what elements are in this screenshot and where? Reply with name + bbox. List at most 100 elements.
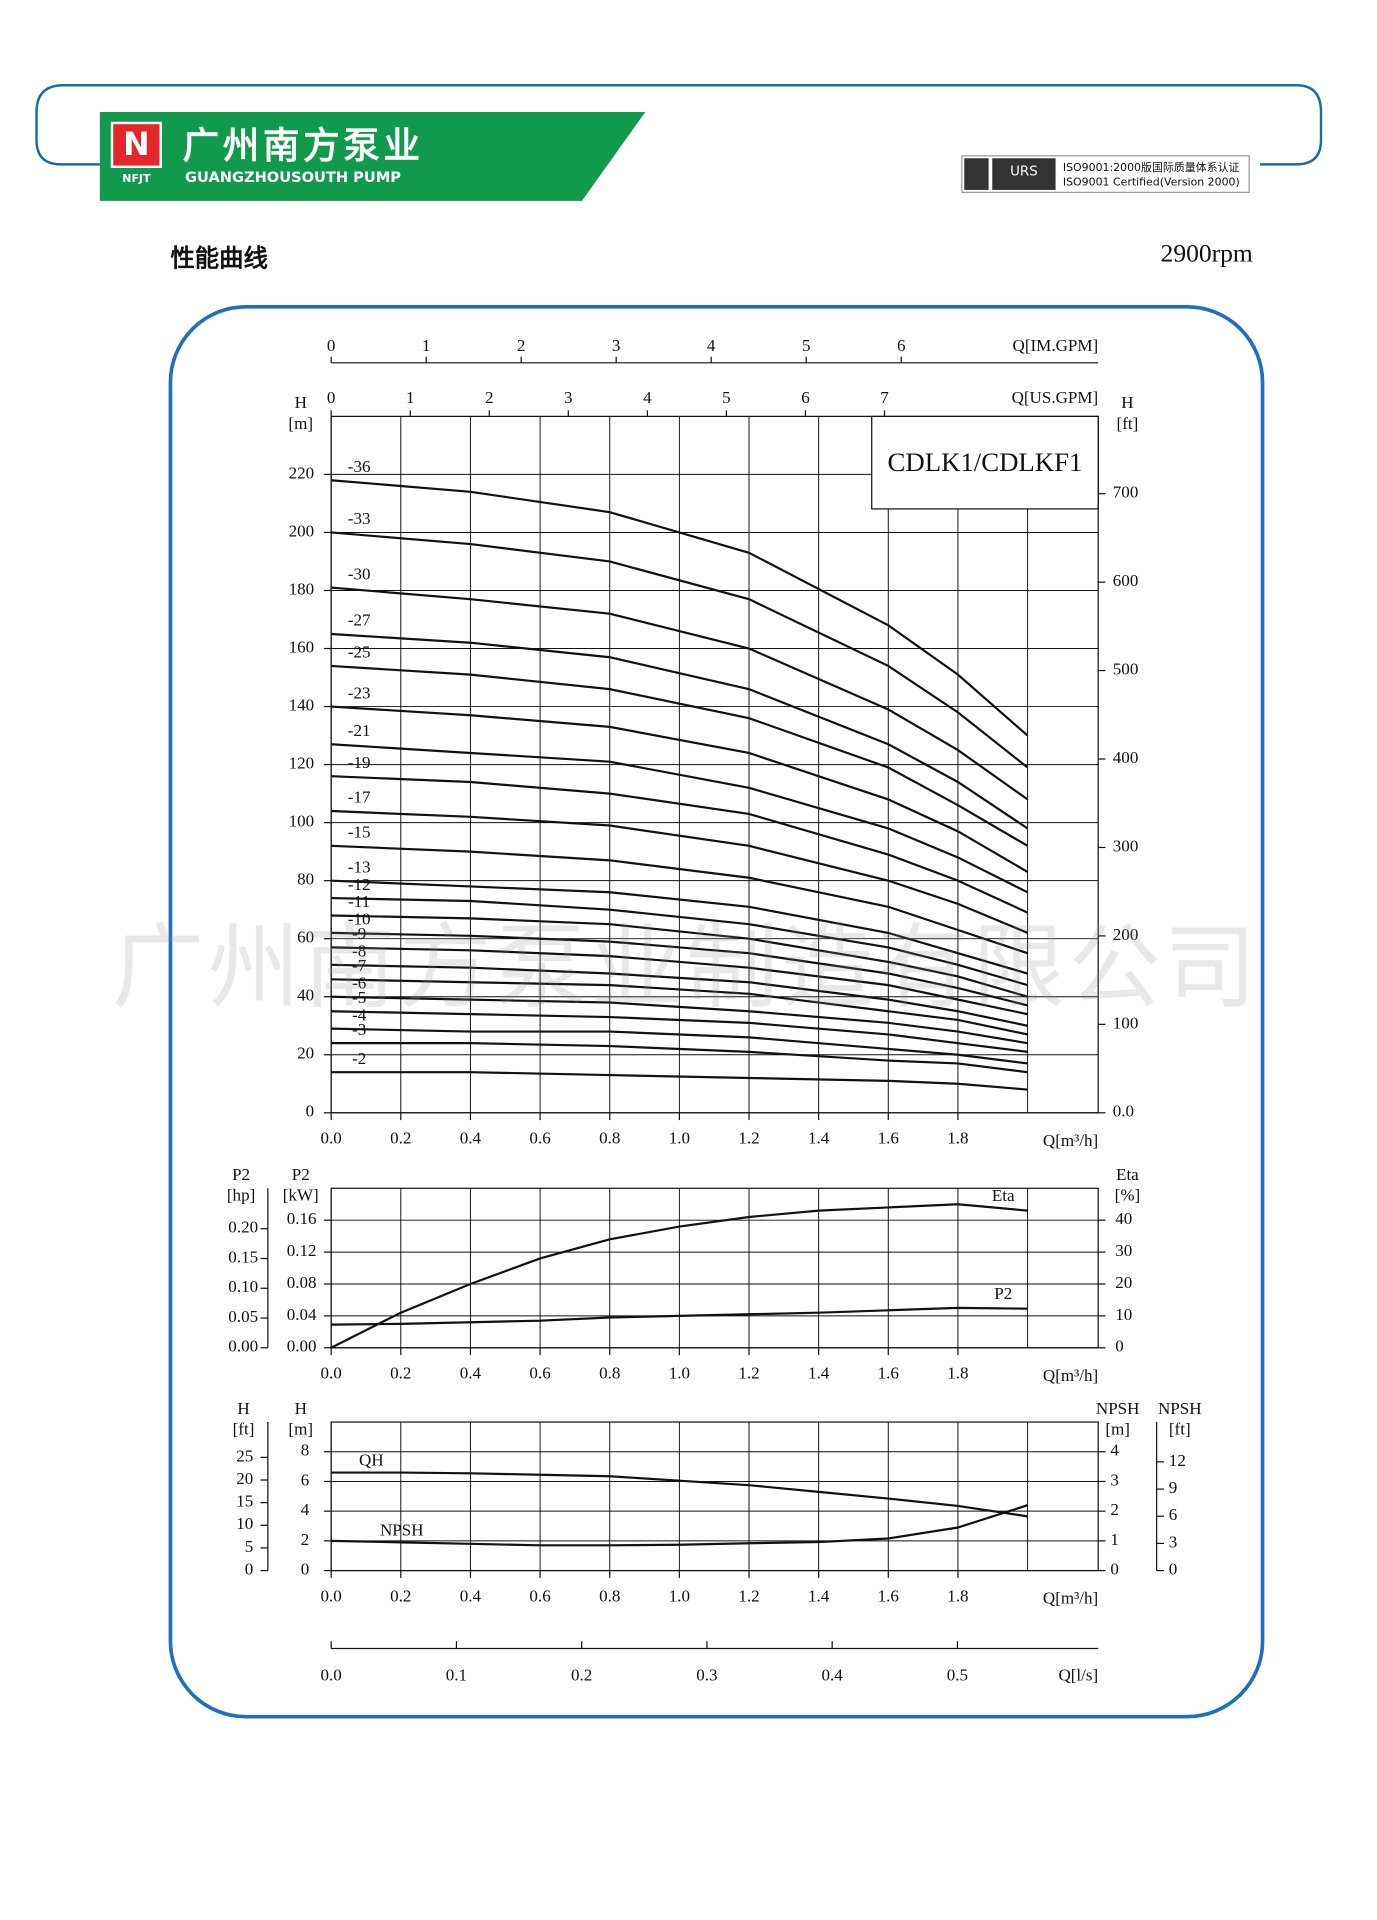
y-tick-label: 140: [289, 695, 315, 714]
series-label: -17: [348, 788, 371, 807]
curve: [331, 1504, 1028, 1547]
header-band: [99, 112, 646, 201]
x-tick-label: 0.6: [529, 1363, 551, 1382]
y-tick-label: 0: [1115, 1337, 1124, 1356]
x-tick-label: 0.0: [321, 1586, 342, 1605]
x-tick-label: 0: [327, 336, 336, 355]
y-axis-label: P2: [292, 1165, 310, 1184]
x-tick-label: 0.8: [599, 1363, 620, 1382]
model-box: [871, 415, 1099, 510]
x-tick-label: 4: [707, 336, 716, 355]
x-tick-label: 0.4: [460, 1363, 482, 1382]
watermark: 广州南方泵业制造有限公司: [112, 913, 1256, 1021]
curve: [331, 705, 1029, 873]
series-label: -21: [348, 721, 371, 740]
y-tick-label: 0.15: [228, 1247, 258, 1266]
curve: [331, 995, 1028, 1045]
x-tick-label: 0.0: [321, 1128, 342, 1147]
x-axis-label: Q[l/s]: [1058, 1665, 1098, 1684]
plot-border: [330, 1421, 1099, 1572]
x-tick-label: 7: [880, 388, 889, 407]
y-axis-label: [m]: [1105, 1419, 1130, 1438]
y-tick-label: 3: [1110, 1470, 1119, 1489]
cert-line: ISO9001 Certified(Version 2000): [1063, 176, 1240, 189]
plots: 0.0 0.2 0.4 0.6 0.8 1.0 1.2 1.4 1.6 1.8 Q[m³/h]020…: [227, 336, 1202, 1685]
y-tick-label: 600: [1113, 571, 1139, 590]
y-tick-label: 60: [297, 928, 314, 947]
curve: [331, 775, 1029, 914]
series-label: P2: [994, 1284, 1012, 1303]
y-tick-label: 180: [289, 579, 315, 598]
curve: [331, 632, 1029, 830]
y-tick-label: 0.16: [287, 1209, 317, 1228]
x-tick-label: 5: [722, 388, 731, 407]
x-axis-label: Q[m³/h]: [1043, 1131, 1098, 1150]
y-tick-label: 0: [301, 1559, 310, 1578]
series-label: -30: [348, 564, 371, 583]
curve: [331, 1027, 1028, 1065]
curve: [331, 1010, 1028, 1053]
series-label: -2: [352, 1049, 366, 1068]
y-axis-label: [%]: [1115, 1186, 1141, 1205]
y-tick-label: 25: [236, 1446, 253, 1465]
curve: [331, 531, 1029, 769]
logo-code: NFJT: [122, 172, 151, 185]
curve: [331, 946, 1028, 1016]
x-tick-label: 4: [643, 388, 652, 407]
series-label: -3: [352, 1020, 366, 1039]
curve: [331, 914, 1028, 998]
curve: [331, 844, 1028, 955]
curve: [331, 809, 1028, 934]
speed: 2900rpm: [1161, 239, 1253, 268]
series-label: -27: [348, 611, 371, 630]
logo-letter: N: [123, 127, 149, 163]
y-tick-label: 20: [297, 1044, 314, 1063]
y-tick-label: 2: [1110, 1500, 1119, 1519]
y-axis-label: P2: [232, 1165, 250, 1184]
x-tick-label: 1: [422, 336, 431, 355]
x-tick-label: 1.4: [808, 1363, 830, 1382]
frame: [168, 304, 1265, 1719]
x-tick-label: 1.8: [947, 1363, 968, 1382]
y-tick-label: 3: [1169, 1532, 1178, 1551]
cert-logo: [992, 158, 1056, 190]
series-label: -6: [352, 973, 367, 992]
y-tick-label: 0: [306, 1102, 315, 1121]
y-tick-label: 0.08: [287, 1273, 317, 1292]
y-axis-label: H: [295, 393, 307, 412]
y-tick-label: 80: [297, 870, 314, 889]
x-tick-label: 1.8: [947, 1586, 968, 1605]
x-tick-label: 0.2: [390, 1128, 411, 1147]
x-tick-label: 1.0: [669, 1363, 690, 1382]
x-tick-label: 3: [612, 336, 621, 355]
x-tick-label: 1.4: [808, 1586, 830, 1605]
curve: [331, 879, 1028, 975]
series-label: -33: [348, 509, 371, 528]
y-tick-label: 5: [245, 1537, 254, 1556]
y-tick-label: 10: [236, 1514, 253, 1533]
y-axis-label: [ft]: [233, 1419, 255, 1438]
series-label: -5: [352, 988, 366, 1007]
series-label: QH: [359, 1450, 384, 1469]
y-axis-label: [m]: [288, 414, 313, 433]
y-axis-label: H: [237, 1399, 249, 1418]
x-tick-label: 0.2: [390, 1586, 411, 1605]
x-tick-label: 1.8: [947, 1128, 968, 1147]
y-tick-label: 1: [1110, 1530, 1119, 1549]
series-label: -8: [352, 942, 366, 961]
x-tick-label: 1.2: [738, 1586, 759, 1605]
x-tick-label: 1.0: [669, 1586, 690, 1605]
x-tick-label: 0.2: [390, 1363, 411, 1382]
y-axis-label: [ft]: [1117, 414, 1139, 433]
y-axis-label: [hp]: [227, 1186, 255, 1205]
x-tick-label: 1: [406, 388, 415, 407]
curve: [331, 978, 1028, 1036]
x-tick-label: 0.6: [529, 1586, 551, 1605]
x-axis-label: Q[IM.GPM]: [1013, 336, 1099, 355]
y-tick-label: 0.0: [1113, 1102, 1134, 1121]
series-label: -25: [348, 643, 371, 662]
x-tick-label: 0.1: [446, 1665, 467, 1684]
y-axis-label: H: [295, 1399, 307, 1418]
curve: [331, 1306, 1028, 1326]
